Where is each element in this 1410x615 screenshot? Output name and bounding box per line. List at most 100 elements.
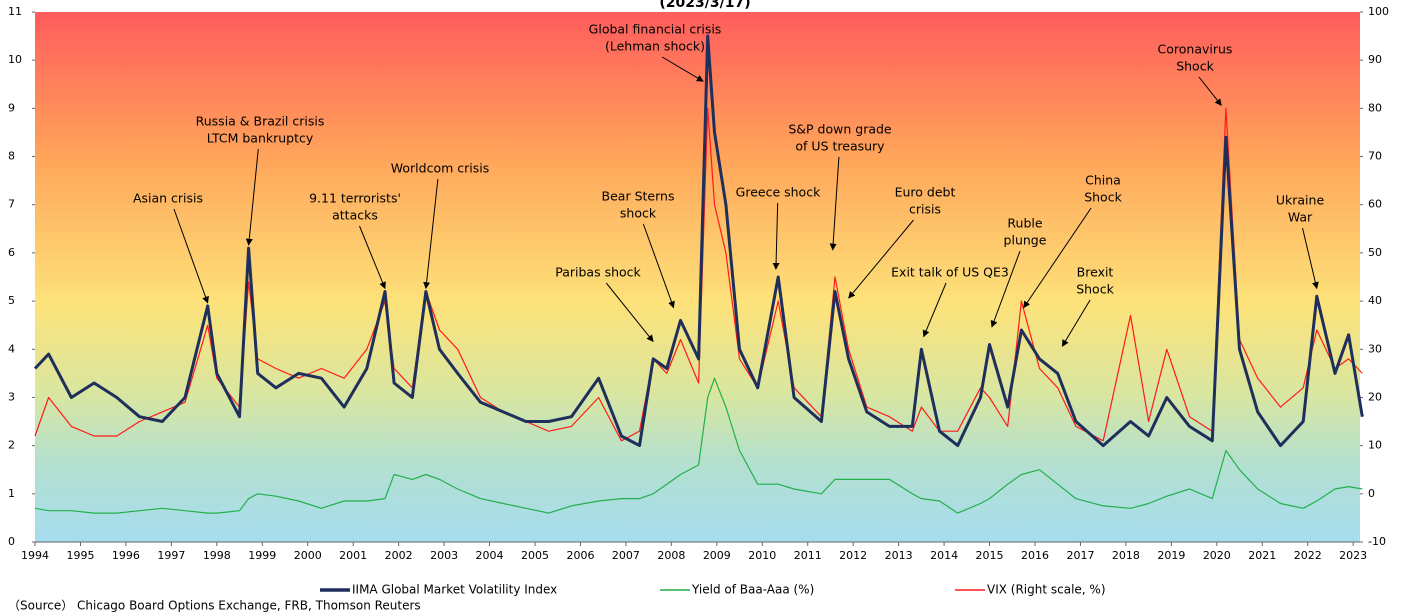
- y-tick-label: 7: [8, 198, 15, 211]
- annotation-arrow: [661, 56, 704, 82]
- annotation-arrow: [423, 178, 439, 290]
- annotation-text: War: [1288, 210, 1313, 225]
- x-tick-label: 2010: [748, 549, 776, 562]
- x-tick-label: 2017: [1066, 549, 1094, 562]
- annotation-arrow: [848, 219, 914, 299]
- x-tick-label: 2023: [1339, 549, 1367, 562]
- y2-tick-label: 90: [1368, 53, 1382, 66]
- annotation-text: Ruble: [1007, 216, 1042, 231]
- x-tick-label: 2007: [612, 549, 640, 562]
- x-tick-label: 2011: [794, 549, 822, 562]
- y-tick-label: 6: [8, 246, 15, 259]
- x-tick-label: 2006: [566, 549, 594, 562]
- annotation-arrow: [642, 223, 675, 309]
- y-tick-label: 9: [8, 101, 15, 114]
- annotation-text: Shock: [1084, 190, 1122, 205]
- y2-tick-label: 60: [1368, 198, 1382, 211]
- annotation-text: Paribas shock: [555, 265, 641, 280]
- x-tick-label: 2005: [521, 549, 549, 562]
- legend-label: IIMA Global Market Volatility Index: [352, 583, 557, 597]
- x-tick-label: 2001: [339, 549, 367, 562]
- y-tick-label: 10: [8, 53, 22, 66]
- x-tick-label: 2018: [1112, 549, 1140, 562]
- y2-tick-label: 70: [1368, 150, 1382, 163]
- annotation-text: S&P down grade: [788, 122, 892, 137]
- y-tick-label: 11: [8, 5, 22, 18]
- chart-title: (2023/3/17): [659, 0, 750, 11]
- x-tick-label: 2000: [294, 549, 322, 562]
- annotation-text: Shock: [1076, 282, 1114, 297]
- legend-label: VIX (Right scale, %): [987, 583, 1106, 597]
- y-tick-label: 5: [8, 294, 15, 307]
- y-tick-label: 8: [8, 150, 15, 163]
- y-tick-label: 2: [8, 439, 15, 452]
- annotation-text: Bear Sterns: [602, 189, 675, 204]
- annotation-text: (Lehman shock): [605, 39, 705, 54]
- x-tick-label: 2013: [885, 549, 913, 562]
- x-tick-label: 2021: [1248, 549, 1276, 562]
- annotation-text: of US treasury: [795, 139, 885, 154]
- annotation-arrow: [605, 282, 654, 343]
- x-tick-label: 2002: [385, 549, 413, 562]
- series-line: [34, 107, 1363, 442]
- annotation-text: attacks: [332, 208, 378, 223]
- series-line: [33, 34, 1364, 448]
- y2-tick-label: -10: [1368, 535, 1386, 548]
- x-tick-label: 2019: [1157, 549, 1185, 562]
- annotation-arrow: [1023, 207, 1092, 309]
- annotation-text: Shock: [1176, 59, 1214, 74]
- y-tick-label: 1: [8, 487, 15, 500]
- annotation-arrow: [173, 208, 209, 304]
- x-tick-label: 1998: [203, 549, 231, 562]
- annotation-arrow: [990, 250, 1021, 328]
- legend-label: Yield of Baa-Aaa (%): [691, 583, 814, 597]
- x-tick-label: 2015: [976, 549, 1004, 562]
- x-tick-label: 2012: [839, 549, 867, 562]
- x-tick-label: 2022: [1294, 549, 1322, 562]
- annotation-arrow: [1061, 299, 1091, 347]
- annotation-arrow: [1302, 227, 1319, 290]
- y-tick-label: 4: [8, 342, 15, 355]
- annotation-text: Global financial crisis: [589, 22, 722, 37]
- annotation-arrow: [772, 202, 780, 270]
- source-note: （Source） Chicago Board Options Exchange,…: [8, 599, 421, 613]
- annotation-arrow: [829, 156, 840, 251]
- annotation-arrow: [1198, 76, 1222, 106]
- y2-tick-label: 80: [1368, 101, 1382, 114]
- annotation-arrow: [359, 225, 386, 290]
- annotation-text: Asian crisis: [133, 191, 203, 206]
- annotation-text: shock: [620, 206, 657, 221]
- y2-tick-label: 50: [1368, 246, 1382, 259]
- annotation-arrow: [245, 148, 259, 246]
- annotation-text: crisis: [909, 202, 941, 217]
- y-tick-label: 0: [8, 535, 15, 548]
- annotation-arrow: [922, 282, 947, 338]
- annotation-text: Ukraine: [1276, 193, 1325, 208]
- y-tick-label: 3: [8, 390, 15, 403]
- annotation-text: Euro debt: [895, 185, 956, 200]
- x-tick-label: 1996: [112, 549, 140, 562]
- y2-tick-label: 0: [1368, 487, 1375, 500]
- plot-background: [35, 12, 1360, 542]
- y2-tick-label: 40: [1368, 294, 1382, 307]
- annotation-text: Russia & Brazil crisis: [196, 114, 325, 129]
- annotation-text: Exit talk of US QE3: [891, 265, 1009, 280]
- y2-tick-label: 30: [1368, 342, 1382, 355]
- x-tick-label: 1999: [248, 549, 276, 562]
- y2-tick-label: 20: [1368, 390, 1382, 403]
- series-line: [34, 377, 1363, 514]
- x-tick-label: 2008: [657, 549, 685, 562]
- annotation-text: Greece shock: [736, 185, 821, 200]
- x-tick-label: 2020: [1203, 549, 1231, 562]
- x-tick-label: 1994: [21, 549, 49, 562]
- annotation-text: 9.11 terrorists': [309, 191, 401, 206]
- x-tick-label: 2004: [476, 549, 504, 562]
- y2-tick-label: 10: [1368, 439, 1382, 452]
- y2-tick-label: 100: [1368, 5, 1389, 18]
- x-tick-label: 2016: [1021, 549, 1049, 562]
- x-tick-label: 1997: [157, 549, 185, 562]
- annotation-text: Brexit: [1077, 265, 1114, 280]
- annotation-text: China: [1085, 173, 1121, 188]
- annotation-text: Coronavirus: [1158, 42, 1233, 57]
